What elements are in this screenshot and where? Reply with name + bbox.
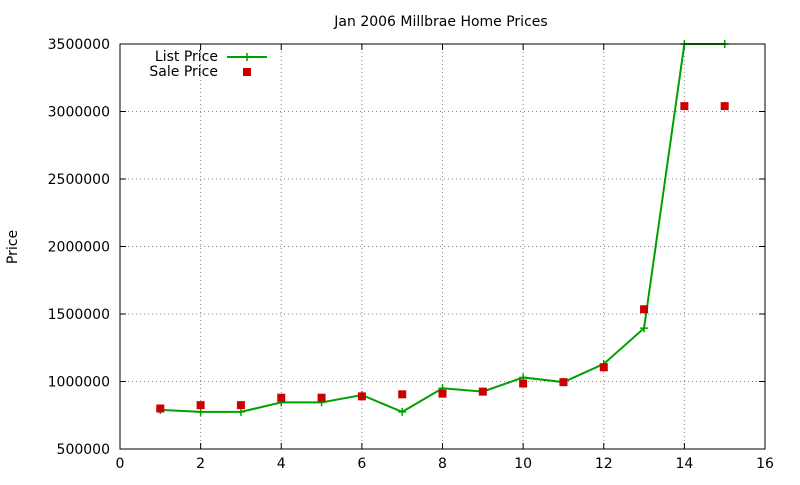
plot-area [156, 40, 729, 416]
x-tick-label: 8 [438, 456, 447, 472]
y-tick-label: 1000000 [48, 375, 110, 391]
sale-price-point [156, 404, 165, 413]
sale-price-point [196, 401, 205, 410]
sale-price-point [478, 387, 487, 396]
sale-price-point [277, 393, 286, 402]
sale-price-point [599, 363, 608, 372]
sale-price-point [398, 390, 407, 399]
y-axis-label: Price [5, 230, 21, 264]
sale-price-point [317, 393, 326, 402]
y-tick-label: 2500000 [48, 172, 110, 188]
y-tick-label: 3500000 [48, 37, 110, 53]
x-tick-label: 12 [595, 456, 613, 472]
sale-price-point [357, 392, 366, 401]
y-tick-label: 500000 [57, 442, 110, 458]
chart-title: Jan 2006 Millbrae Home Prices [333, 14, 547, 30]
x-tick-label: 4 [277, 456, 286, 472]
legend-label-list-price: List Price [155, 49, 218, 65]
sale-price-point [680, 102, 689, 111]
x-tick-label: 10 [514, 456, 532, 472]
y-tick-label: 3000000 [48, 105, 110, 121]
x-tick-label: 14 [675, 456, 693, 472]
legend-marker-sale-price [243, 68, 251, 76]
sale-price-point [236, 401, 245, 410]
sale-price-series [156, 102, 729, 413]
x-tick-label: 6 [357, 456, 366, 472]
sale-price-point [438, 389, 447, 398]
x-tick-label: 0 [116, 456, 125, 472]
legend-marker-list-price [243, 53, 251, 61]
x-tick-label: 16 [756, 456, 774, 472]
x-tick-label: 2 [196, 456, 205, 472]
list-price-point [236, 407, 245, 416]
y-tick-label: 1500000 [48, 307, 110, 323]
sale-price-point [559, 378, 568, 387]
y-tick-label: 2000000 [48, 240, 110, 256]
sale-price-point [640, 305, 649, 314]
plot-border [119, 43, 766, 450]
list-price-point [640, 324, 649, 333]
sale-price-point [720, 102, 729, 111]
legend-label-sale-price: Sale Price [149, 64, 218, 80]
list-price-point [398, 407, 407, 416]
sale-price-point [519, 379, 528, 388]
list-price-point [196, 407, 205, 416]
